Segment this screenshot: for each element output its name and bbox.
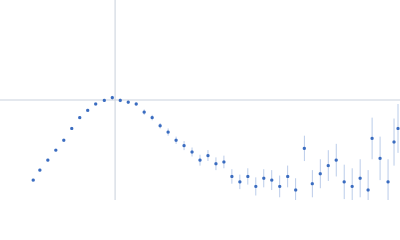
point [150, 115, 154, 120]
point [46, 158, 50, 162]
point [54, 148, 58, 152]
point [118, 98, 122, 102]
point [302, 146, 306, 150]
point [350, 184, 354, 189]
point [286, 174, 290, 179]
point [86, 108, 90, 112]
point [386, 180, 390, 184]
point [318, 172, 322, 176]
point [206, 154, 210, 158]
point [62, 138, 66, 142]
point [126, 100, 130, 104]
chart [0, 0, 400, 200]
point [262, 176, 266, 180]
point [110, 96, 114, 100]
point [392, 140, 396, 144]
point [190, 150, 194, 154]
point [198, 158, 202, 162]
point [31, 178, 35, 182]
point [334, 158, 338, 162]
point [270, 178, 274, 182]
point [230, 174, 234, 179]
point [278, 184, 282, 189]
point [246, 174, 250, 179]
point [222, 160, 226, 164]
point [94, 102, 98, 106]
point [174, 138, 178, 142]
point [310, 182, 314, 186]
point [102, 98, 106, 102]
point [366, 188, 370, 192]
point [182, 144, 186, 148]
point [378, 156, 382, 160]
point [134, 102, 138, 106]
point [166, 130, 170, 134]
point [342, 180, 346, 184]
point [158, 124, 162, 128]
point [370, 136, 374, 141]
point [326, 163, 330, 168]
point [254, 184, 258, 189]
point [396, 126, 400, 131]
point [238, 180, 242, 184]
point [358, 176, 362, 180]
point [294, 188, 298, 192]
point [214, 162, 218, 166]
point [70, 126, 74, 131]
point [78, 115, 82, 120]
point [38, 168, 42, 172]
point [142, 110, 146, 114]
